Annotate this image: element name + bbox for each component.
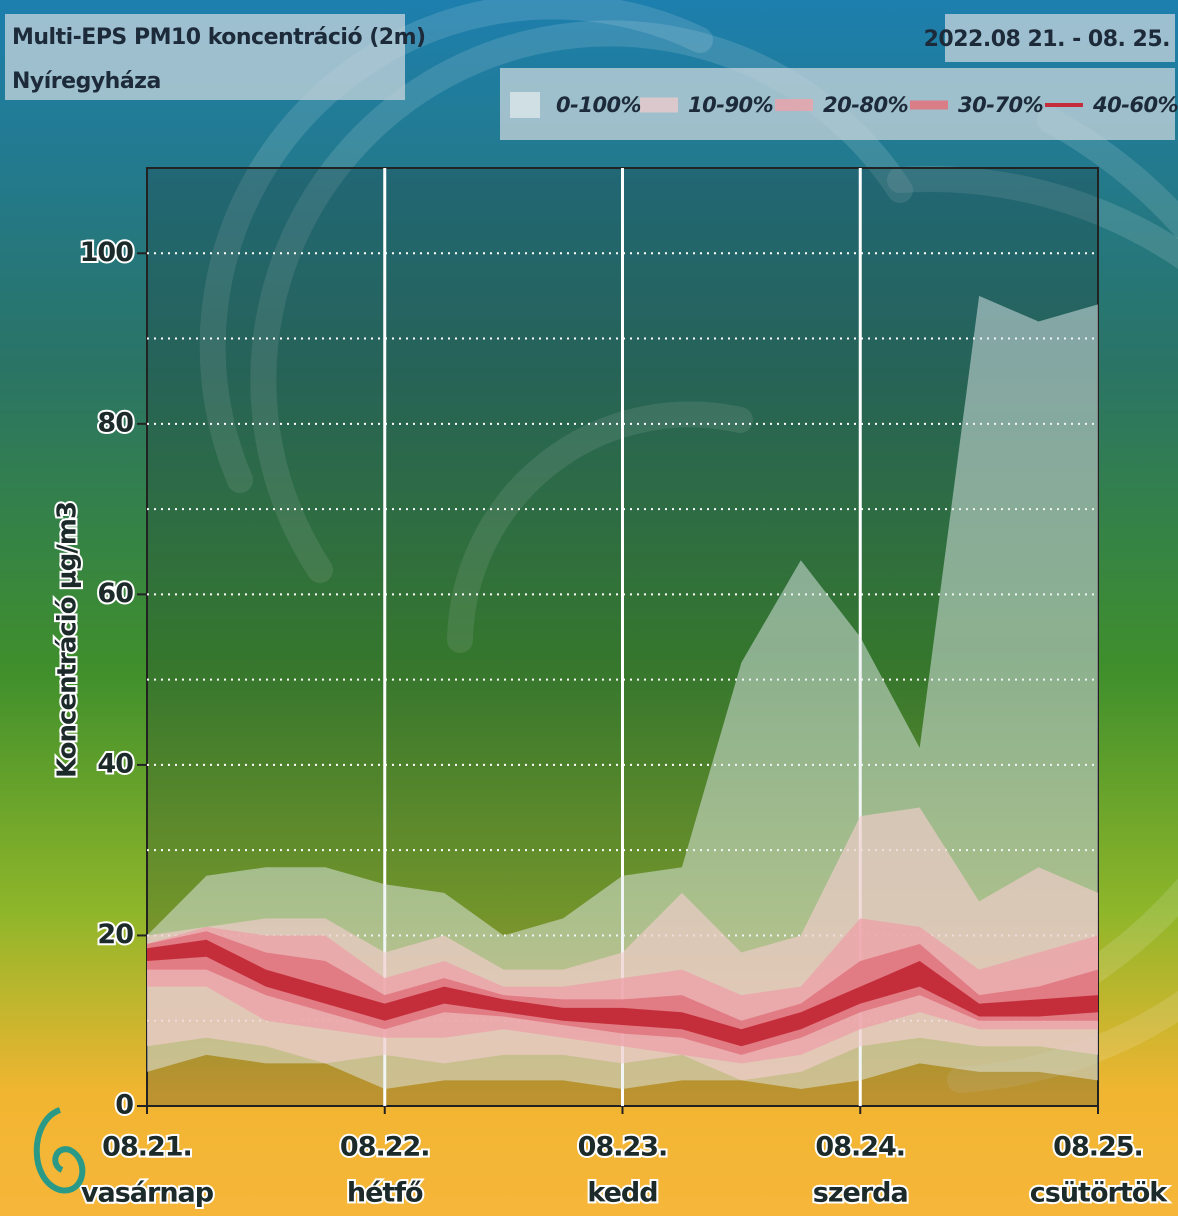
x-tick-day: szerda <box>813 1178 908 1209</box>
date-range: 2022.08 21. - 08. 25. <box>924 27 1170 52</box>
y-axis-label: Koncentráció µg/m3 <box>53 502 83 778</box>
legend-swatch <box>510 92 540 118</box>
y-tick-label: 80 <box>97 407 133 438</box>
legend-label: 30-70% <box>958 93 1043 117</box>
band <box>147 931 1098 1055</box>
x-tick-label: 08.21. <box>102 1132 192 1163</box>
chart-subtitle: Nyíregyháza <box>12 69 161 94</box>
legend-label: 20-80% <box>823 93 908 117</box>
band <box>147 939 1098 1047</box>
legend-swatch <box>775 99 813 111</box>
chart-title: Multi-EPS PM10 koncentráció (2m) <box>12 25 426 50</box>
y-tick-label: 40 <box>97 748 133 779</box>
x-tick-label: 08.24. <box>815 1132 905 1163</box>
x-tick-day: vasárnap <box>81 1178 214 1209</box>
decoration-swirl <box>199 0 1178 1093</box>
legend-swatch <box>910 100 948 110</box>
date-box <box>945 14 1175 62</box>
legend-label: 10-90% <box>688 93 773 117</box>
x-tick-label: 08.23. <box>578 1132 668 1163</box>
axes: 0 20 40 60 80 100 08.21. vasárnap 08.22. hétfő 08.… <box>78 235 1172 1211</box>
legend-swatch <box>1045 103 1083 107</box>
x-tick-label: 08.25. <box>1053 1132 1143 1163</box>
x-tick-day: kedd <box>587 1178 657 1209</box>
y-tick-label: 100 <box>80 237 134 268</box>
bands <box>147 295 1098 1089</box>
title-box <box>5 14 405 100</box>
logo <box>33 1107 86 1194</box>
legend-label: 40-60% <box>1092 93 1178 117</box>
y-tick-label: 20 <box>97 919 133 950</box>
legend-label: 0-100% <box>556 93 641 117</box>
x-tick-label: 08.22. <box>340 1132 430 1163</box>
x-tick-day: hétfő <box>347 1178 423 1209</box>
legend-swatch <box>640 97 678 113</box>
y-tick-label: 60 <box>97 578 133 609</box>
y-tick-label: 0 <box>115 1090 133 1121</box>
x-tick-day: csütörtök <box>1030 1178 1169 1209</box>
legend: 0-100% 10-90% 20-80% 30-70% 40-60% <box>510 92 1178 118</box>
